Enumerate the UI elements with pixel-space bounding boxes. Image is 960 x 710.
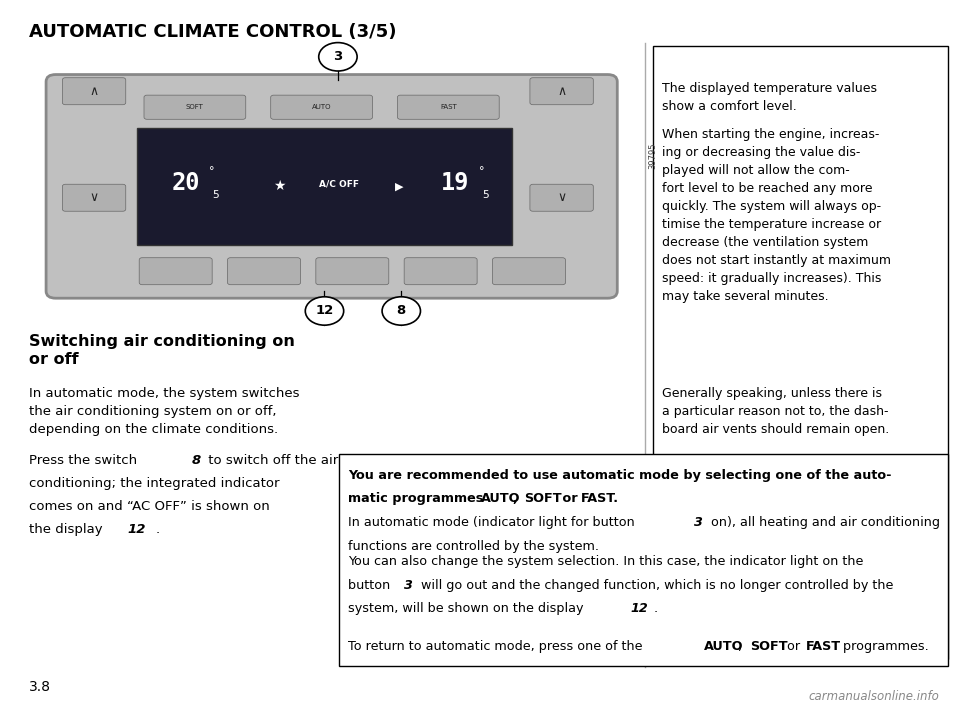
Text: 5: 5 [482,190,489,200]
Text: Switching air conditioning on
or off: Switching air conditioning on or off [29,334,295,367]
Text: AUTO: AUTO [704,640,743,653]
FancyBboxPatch shape [404,258,477,285]
Text: °: ° [209,165,215,176]
Text: on), all heating and air conditioning: on), all heating and air conditioning [707,516,940,529]
Text: AUTOMATIC CLIMATE CONTROL (3/5): AUTOMATIC CLIMATE CONTROL (3/5) [29,23,396,40]
Text: A/C OFF: A/C OFF [320,180,359,189]
Text: ∨: ∨ [89,191,99,204]
Text: FAST: FAST [440,104,457,110]
Text: conditioning; the integrated indicator: conditioning; the integrated indicator [29,477,279,490]
Circle shape [382,297,420,325]
Text: 12: 12 [128,523,146,535]
FancyBboxPatch shape [228,258,300,285]
Text: .: . [156,523,159,535]
FancyBboxPatch shape [339,454,948,666]
Text: or: or [558,492,582,505]
Text: AUTO: AUTO [312,104,331,110]
Text: When starting the engine, increas-
ing or decreasing the value dis-
played will : When starting the engine, increas- ing o… [662,128,892,302]
Text: to switch off the air: to switch off the air [204,454,339,467]
Text: 39795: 39795 [648,143,658,170]
Text: button: button [348,579,395,591]
Text: AUTO: AUTO [481,492,520,505]
Text: 3: 3 [333,50,343,63]
Text: 5: 5 [212,190,219,200]
Circle shape [319,43,357,71]
FancyBboxPatch shape [530,184,593,212]
Text: ∧: ∧ [557,84,566,98]
Text: ,: , [738,640,746,653]
Circle shape [305,297,344,325]
FancyBboxPatch shape [653,46,948,659]
FancyBboxPatch shape [62,77,126,104]
FancyBboxPatch shape [271,95,372,119]
Text: °: ° [479,165,485,176]
FancyBboxPatch shape [139,258,212,285]
Text: functions are controlled by the system.: functions are controlled by the system. [348,540,599,552]
Text: ∧: ∧ [89,84,99,98]
FancyBboxPatch shape [397,95,499,119]
FancyBboxPatch shape [62,184,126,212]
Text: You are recommended to use automatic mode by selecting one of the auto-: You are recommended to use automatic mod… [348,469,892,481]
Text: .: . [654,602,658,615]
Text: You can also change the system selection. In this case, the indicator light on t: You can also change the system selection… [348,555,864,568]
Text: the display: the display [29,523,107,535]
FancyBboxPatch shape [137,128,512,245]
Text: ,: , [513,492,522,505]
Text: ★: ★ [274,180,286,193]
Text: In automatic mode, the system switches
the air conditioning system on or off,
de: In automatic mode, the system switches t… [29,387,300,436]
Text: Press the switch: Press the switch [29,454,141,467]
Text: In automatic mode (indicator light for button: In automatic mode (indicator light for b… [348,516,639,529]
Text: ▶: ▶ [396,181,403,192]
Text: 19: 19 [442,171,469,195]
Text: 12: 12 [631,602,648,615]
Text: 12: 12 [315,305,334,317]
FancyBboxPatch shape [492,258,565,285]
Text: carmanualsonline.info: carmanualsonline.info [808,690,939,703]
Text: 3: 3 [694,516,703,529]
Text: FAST: FAST [805,640,841,653]
Text: Generally speaking, unless there is
a particular reason not to, the dash-
board : Generally speaking, unless there is a pa… [662,387,890,436]
Text: 20: 20 [172,171,201,195]
Text: programmes.: programmes. [839,640,928,653]
FancyBboxPatch shape [46,75,617,298]
FancyBboxPatch shape [144,95,246,119]
Text: FAST.: FAST. [581,492,619,505]
Text: 8: 8 [396,305,406,317]
Text: To return to automatic mode, press one of the: To return to automatic mode, press one o… [348,640,647,653]
Text: or: or [783,640,804,653]
Text: SOFT: SOFT [186,104,204,110]
Text: SOFT: SOFT [524,492,562,505]
Text: system, will be shown on the display: system, will be shown on the display [348,602,588,615]
Text: 8: 8 [192,454,202,467]
Text: matic programmes: matic programmes [348,492,489,505]
Text: 3.8: 3.8 [29,680,51,694]
Text: 3: 3 [404,579,413,591]
Text: SOFT: SOFT [750,640,787,653]
FancyBboxPatch shape [316,258,389,285]
Text: comes on and “AC OFF” is shown on: comes on and “AC OFF” is shown on [29,500,270,513]
Text: The displayed temperature values
show a comfort level.: The displayed temperature values show a … [662,82,877,113]
Text: will go out and the changed function, which is no longer controlled by the: will go out and the changed function, wh… [417,579,893,591]
FancyBboxPatch shape [530,77,593,104]
Text: ∨: ∨ [557,191,566,204]
